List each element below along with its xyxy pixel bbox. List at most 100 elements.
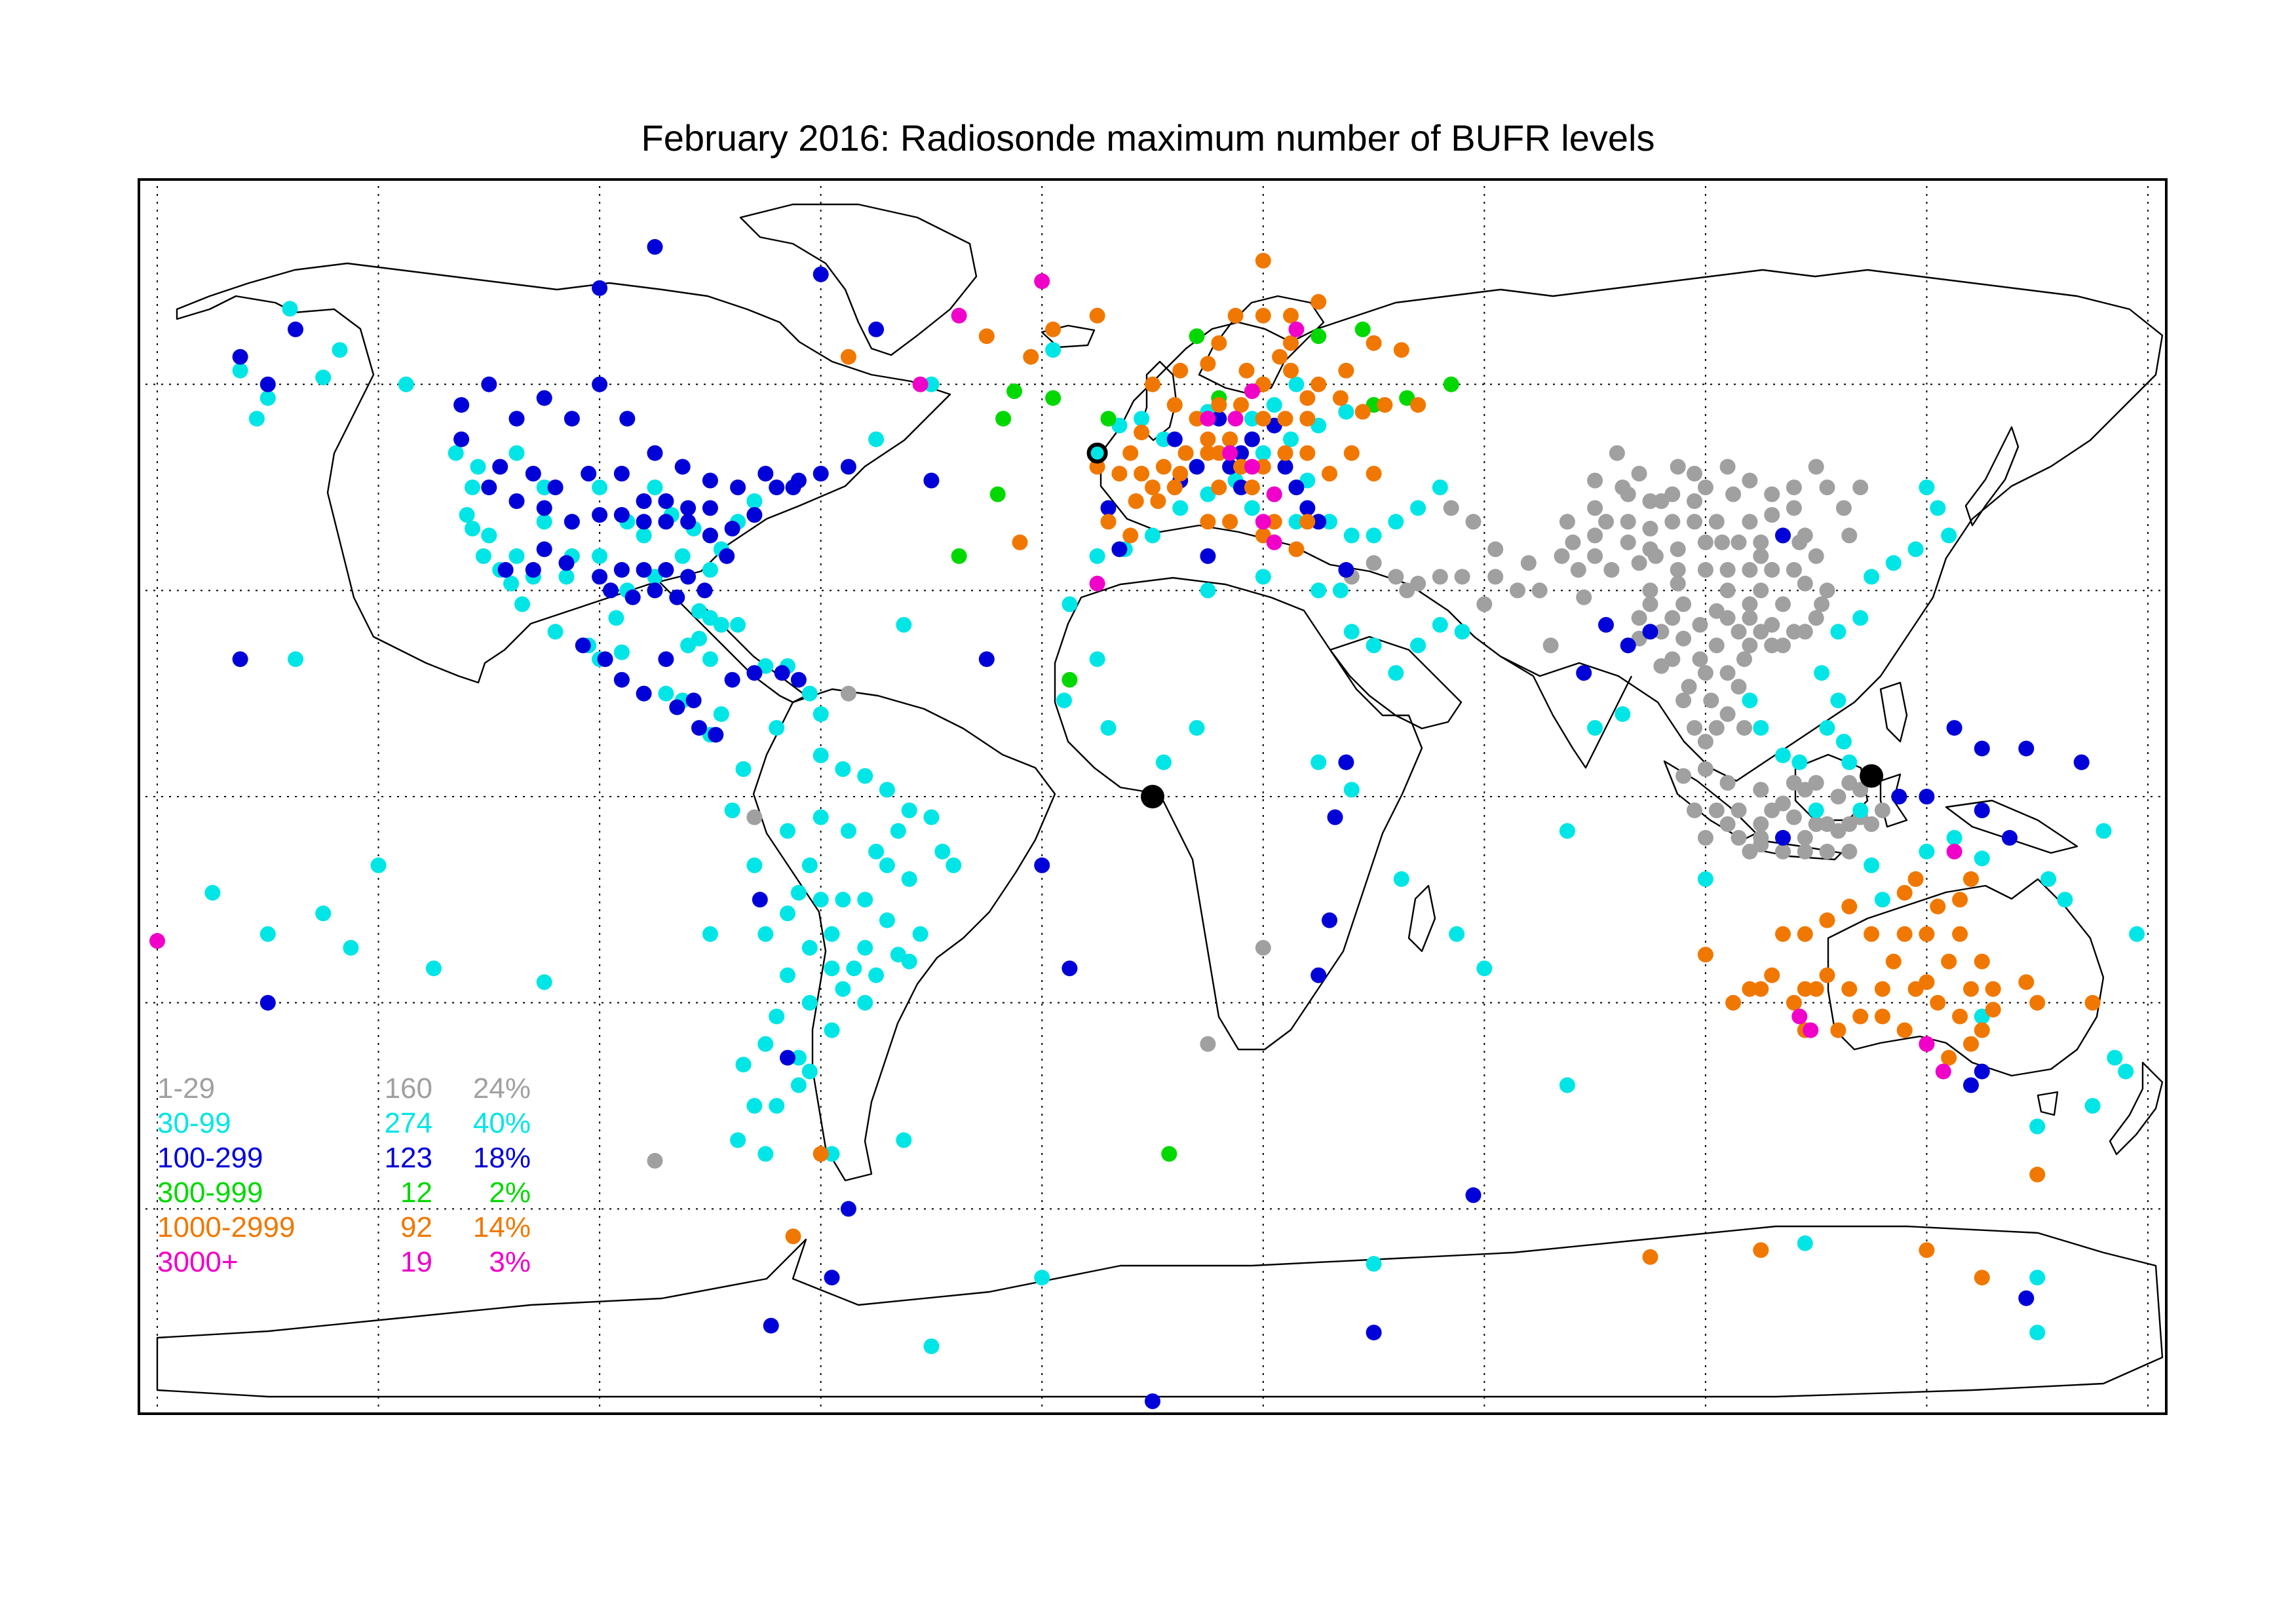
station-marker [1145,1393,1160,1409]
station-marker [1283,307,1299,324]
station-marker [840,1201,856,1217]
station-marker [1166,397,1183,413]
station-marker [1255,411,1271,427]
station-marker [1697,665,1713,681]
station-marker [1703,692,1719,709]
station-marker [1062,671,1078,688]
station-marker [1570,561,1586,578]
station-marker [525,561,541,578]
station-marker [1244,480,1260,495]
station-marker [481,376,497,392]
station-marker [1719,775,1736,791]
station-marker [1830,789,1846,804]
station-marker [1963,981,1979,997]
station-marker [613,644,630,660]
station-marker [951,307,967,324]
station-marker [1725,486,1742,502]
station-marker [1731,624,1747,640]
station-marker [1609,445,1625,461]
station-marker [1864,857,1880,873]
station-marker [1852,480,1869,495]
station-marker [824,1270,840,1286]
station-marker [746,493,763,509]
station-marker [1145,527,1160,544]
station-marker [1708,803,1725,818]
station-marker [1814,596,1830,613]
station-marker [1653,493,1670,509]
station-marker [1919,1242,1935,1258]
station-marker [1797,575,1813,592]
station-marker [1797,624,1813,640]
station-marker [1299,500,1316,516]
station-marker [2029,1270,2046,1286]
station-marker [1731,803,1747,818]
station-marker [636,514,652,530]
station-marker [774,665,790,681]
station-marker [1835,734,1852,750]
station-marker [1266,534,1282,550]
station-marker [1930,994,1946,1011]
station-marker [1122,527,1139,544]
station-marker [459,507,475,523]
station-marker [1675,630,1692,647]
station-marker [1841,754,1858,770]
station-marker [1697,480,1713,495]
station-marker [1670,561,1686,578]
station-marker [1974,953,1990,970]
legend-count: 12 [400,1177,432,1209]
station-marker [801,939,818,956]
station-marker [1211,480,1227,495]
station-marker [1288,376,1305,392]
station-marker [1233,445,1249,461]
station-marker [1476,960,1493,977]
station-marker [1775,747,1791,764]
station-marker [1089,548,1105,564]
station-marker [1089,651,1105,668]
station-marker [1410,397,1426,413]
legend-count: 274 [384,1107,432,1139]
station-marker [1874,803,1890,818]
station-marker [2084,994,2101,1011]
station-marker [536,480,552,495]
station-marker [1255,514,1271,530]
station-marker [790,1049,807,1066]
station-marker [1388,569,1404,585]
station-marker [1736,720,1752,736]
station-marker [757,1036,774,1052]
station-marker [1366,466,1382,482]
station-marker [1946,720,1962,736]
station-marker [1819,967,1835,983]
station-marker [1531,582,1548,599]
station-marker [1487,569,1504,585]
station-marker [1919,1036,1935,1052]
station-marker [1062,596,1078,613]
station-marker [1808,981,1824,997]
legend-count: 92 [400,1211,432,1243]
station-marker [1830,624,1846,640]
station-marker [1753,981,1769,997]
station-marker [1941,953,1957,970]
station-marker [1211,335,1227,351]
station-marker [1642,520,1658,537]
station-marker [840,823,856,839]
station-marker [613,671,630,688]
station-marker [1299,411,1316,427]
station-marker [592,507,608,523]
station-marker [1211,445,1227,461]
station-marker [1786,809,1802,825]
station-marker [1786,994,1802,1011]
station-marker [1819,843,1835,859]
station-marker [746,857,763,873]
station-marker [1841,843,1858,859]
station-marker [1941,527,1957,544]
station-marker [2129,926,2145,942]
station-marker [1200,411,1216,427]
station-marker [1675,596,1692,613]
station-marker [1542,637,1559,654]
station-marker [1222,459,1238,475]
station-marker [592,280,608,296]
station-marker [398,376,414,392]
station-marker [868,431,885,447]
station-marker [1134,425,1150,441]
station-marker [730,616,746,633]
